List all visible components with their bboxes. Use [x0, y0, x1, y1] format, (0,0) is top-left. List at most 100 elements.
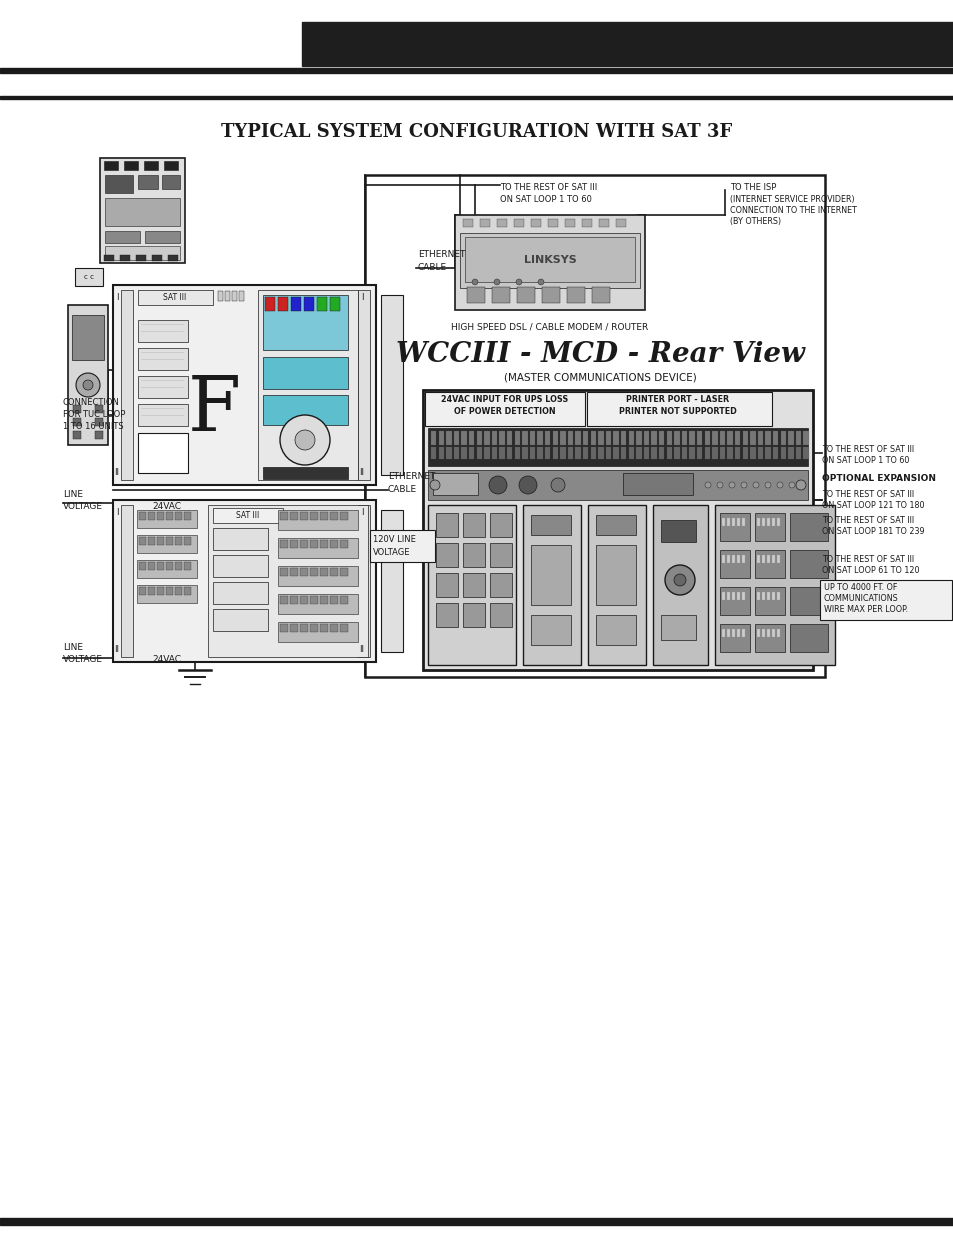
Bar: [213, 508, 283, 522]
Bar: [697, 431, 701, 445]
Circle shape: [788, 482, 794, 488]
Bar: [162, 175, 180, 189]
Bar: [582, 431, 588, 445]
Bar: [666, 431, 672, 445]
Bar: [357, 290, 370, 480]
Bar: [737, 517, 740, 526]
Bar: [446, 447, 451, 459]
Bar: [731, 592, 734, 600]
Bar: [157, 513, 164, 520]
Bar: [431, 447, 436, 459]
Bar: [712, 447, 717, 459]
Text: LINE: LINE: [63, 643, 83, 652]
Circle shape: [764, 482, 770, 488]
Text: VOLTAGE: VOLTAGE: [63, 655, 103, 664]
Bar: [567, 431, 573, 445]
Bar: [506, 447, 512, 459]
Bar: [643, 447, 649, 459]
Bar: [168, 254, 178, 261]
Bar: [622, 473, 692, 495]
Bar: [575, 431, 580, 445]
Bar: [290, 513, 297, 520]
Bar: [592, 287, 609, 303]
Circle shape: [551, 478, 564, 492]
Bar: [749, 447, 755, 459]
Bar: [299, 568, 308, 576]
Bar: [514, 219, 523, 227]
Bar: [290, 568, 297, 576]
Bar: [157, 587, 164, 595]
Bar: [138, 375, 188, 398]
Bar: [771, 592, 774, 600]
Bar: [537, 431, 542, 445]
Text: ETHERNET: ETHERNET: [417, 249, 465, 259]
Circle shape: [752, 482, 759, 488]
Bar: [636, 431, 641, 445]
Bar: [506, 431, 512, 445]
Bar: [789, 587, 827, 615]
Circle shape: [740, 482, 746, 488]
Text: TO THE REST OF SAT III: TO THE REST OF SAT III: [499, 183, 597, 191]
Bar: [95, 431, 103, 438]
Bar: [720, 587, 749, 615]
Circle shape: [673, 574, 685, 585]
Bar: [787, 431, 793, 445]
Circle shape: [76, 373, 100, 396]
Bar: [652, 505, 707, 664]
Bar: [310, 540, 317, 548]
Bar: [280, 568, 288, 576]
Bar: [674, 431, 679, 445]
Bar: [479, 219, 490, 227]
Bar: [139, 562, 146, 571]
Bar: [754, 587, 784, 615]
Bar: [73, 405, 81, 412]
Bar: [731, 517, 734, 526]
Bar: [514, 431, 519, 445]
Bar: [517, 287, 535, 303]
Bar: [68, 305, 108, 445]
Bar: [741, 592, 744, 600]
Bar: [428, 429, 807, 466]
Bar: [544, 447, 550, 459]
Bar: [174, 562, 182, 571]
Bar: [263, 357, 348, 389]
Bar: [105, 198, 180, 226]
Bar: [357, 505, 370, 657]
Circle shape: [516, 279, 521, 285]
Bar: [265, 296, 274, 311]
Bar: [174, 513, 182, 520]
Bar: [469, 447, 474, 459]
Bar: [484, 447, 489, 459]
Bar: [0, 96, 953, 99]
Bar: [689, 431, 694, 445]
Bar: [310, 624, 317, 632]
Bar: [112, 500, 375, 662]
Bar: [319, 624, 328, 632]
Text: CABLE: CABLE: [388, 485, 416, 494]
Bar: [780, 447, 785, 459]
Bar: [761, 592, 764, 600]
Bar: [280, 624, 288, 632]
Bar: [139, 513, 146, 520]
Bar: [257, 290, 357, 480]
Bar: [764, 431, 770, 445]
Bar: [590, 447, 596, 459]
Bar: [330, 513, 337, 520]
Bar: [302, 22, 953, 65]
Text: PRINTER NOT SUPPORTED: PRINTER NOT SUPPORTED: [618, 408, 736, 416]
Bar: [454, 447, 458, 459]
Bar: [428, 505, 516, 664]
Bar: [213, 582, 268, 604]
Bar: [660, 615, 696, 640]
Bar: [232, 291, 236, 301]
Text: I: I: [360, 293, 363, 303]
Bar: [497, 219, 506, 227]
Bar: [720, 550, 749, 578]
Bar: [789, 550, 827, 578]
Bar: [148, 562, 154, 571]
Bar: [462, 513, 484, 537]
Bar: [802, 447, 808, 459]
Bar: [490, 513, 512, 537]
Text: I: I: [360, 508, 363, 517]
Text: II: II: [359, 468, 364, 477]
